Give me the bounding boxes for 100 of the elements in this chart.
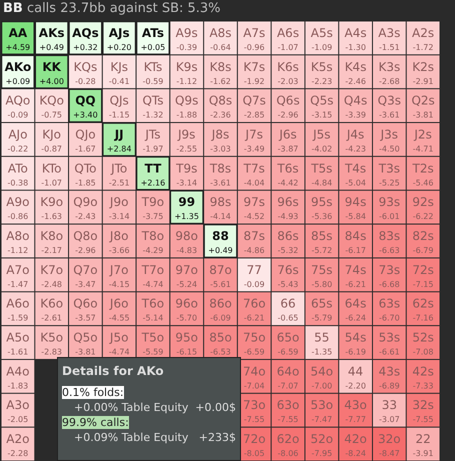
data-label: -4.42 [278,178,298,188]
data-label: -4.23 [345,144,366,154]
data-label: -1.83 [8,381,28,390]
annotation: 43o [344,398,367,412]
annotation: 63o [276,398,300,412]
annotation: AA [8,26,28,40]
data-label: -0.65 [278,314,298,323]
annotation: 83s [378,229,400,243]
data-label: -6.21 [345,280,366,289]
annotation: J7s [244,127,263,142]
data-label: -7.47 [311,415,332,424]
annotation: Q4s [344,94,368,108]
data-label: -0.22 [8,144,28,154]
annotation: A2s [412,26,434,40]
data-label: -2.36 [210,110,231,120]
annotation: 0.1% folds: [62,386,124,399]
data-label: -7.77 [345,415,366,424]
annotation: T9s [175,161,198,176]
data-label: -2.43 [75,212,96,222]
annotation: +0.09% Table Equity [74,430,188,445]
data-label: -8.47 [378,449,400,458]
annotation: A3s [378,26,400,40]
annotation: K6o [40,296,64,311]
annotation: QTs [142,94,164,108]
data-label: -7.55 [412,415,434,424]
data-label: -4.02 [311,144,332,154]
data-label: -3.81 [412,110,434,120]
data-label: -3.66 [108,246,130,255]
annotation: 76o [242,296,266,311]
data-label: -0.75 [41,110,62,120]
data-label: -4.14 [210,212,231,222]
annotation: T8s [208,161,232,176]
annotation: T6s [276,161,299,176]
annotation: J3s [380,127,398,142]
annotation: K9s [176,60,198,74]
annotation: Q6s [276,94,300,108]
annotation: 62o [276,432,300,446]
data-label: -1.32 [142,110,164,120]
annotation: 87o [209,262,232,277]
annotation: 62s [412,296,434,311]
annotation: 95s [311,195,333,210]
data-label: -6.19 [345,348,366,357]
data-label: -5.61 [210,280,231,289]
data-label: -2.83 [41,348,62,357]
annotation: 32s [412,398,434,412]
data-label: -5.84 [345,212,366,222]
annotation: +0.00$ [195,400,236,415]
data-label: -6.15 [176,348,198,357]
annotation: 54s [344,330,366,345]
data-label: +0.05 [140,42,166,52]
annotation: 84s [344,229,366,243]
annotation: Q6o [73,296,98,311]
annotation: +0.00% Table Equity [74,400,188,415]
data-label: +2.16 [140,178,166,188]
annotation: 94s [344,195,366,210]
annotation: Q9s [175,94,198,108]
annotation: 99.9% calls: [62,416,129,429]
data-label: -2.68 [378,76,400,86]
data-label: -5.24 [176,280,198,289]
data-label: -0.87 [41,144,62,154]
annotation: AQs [72,26,99,40]
annotation: KTs [144,60,162,74]
annotation: Q5s [310,94,334,108]
annotation: KK [42,60,62,74]
annotation: JTo [110,161,128,176]
data-label: -4.83 [176,246,198,255]
annotation: 85o [209,330,232,345]
annotation: QTo [74,161,96,176]
annotation: T5s [310,161,332,176]
data-label: -1.72 [412,42,434,52]
annotation: Q2s [411,94,435,108]
annotation: 76s [277,262,299,277]
data-label: -5.72 [311,246,332,255]
annotation: +233$ [198,430,236,445]
data-label: -7.16 [412,314,434,323]
annotation: 52o [310,432,334,446]
data-label: -4.04 [244,178,265,188]
data-label: -7.33 [412,381,434,390]
annotation: J8s [210,127,230,142]
data-label: -3.14 [176,178,198,188]
data-label: -0.28 [75,76,96,86]
annotation: KTo [42,161,62,176]
annotation: A3o [6,398,30,412]
annotation: 74s [344,262,366,277]
annotation: QJo [75,127,96,142]
annotation: J5o [108,330,128,345]
annotation: K5o [40,330,64,345]
data-label: -5.46 [412,178,434,188]
chart-title: BB calls 23.7bb against SB: 5.3% [3,1,221,16]
annotation: K7s [243,60,266,74]
data-label: -5.04 [345,178,366,188]
annotation: 42s [412,364,434,378]
data-label: -3.61 [210,178,231,188]
data-label: -1.12 [8,246,28,255]
data-label: -1.67 [75,144,96,154]
annotation: TT [144,161,162,176]
data-label: -0.09 [8,110,28,120]
annotation: T2s [412,161,434,176]
annotation: K5s [310,60,333,74]
data-label: -1.07 [41,178,62,188]
